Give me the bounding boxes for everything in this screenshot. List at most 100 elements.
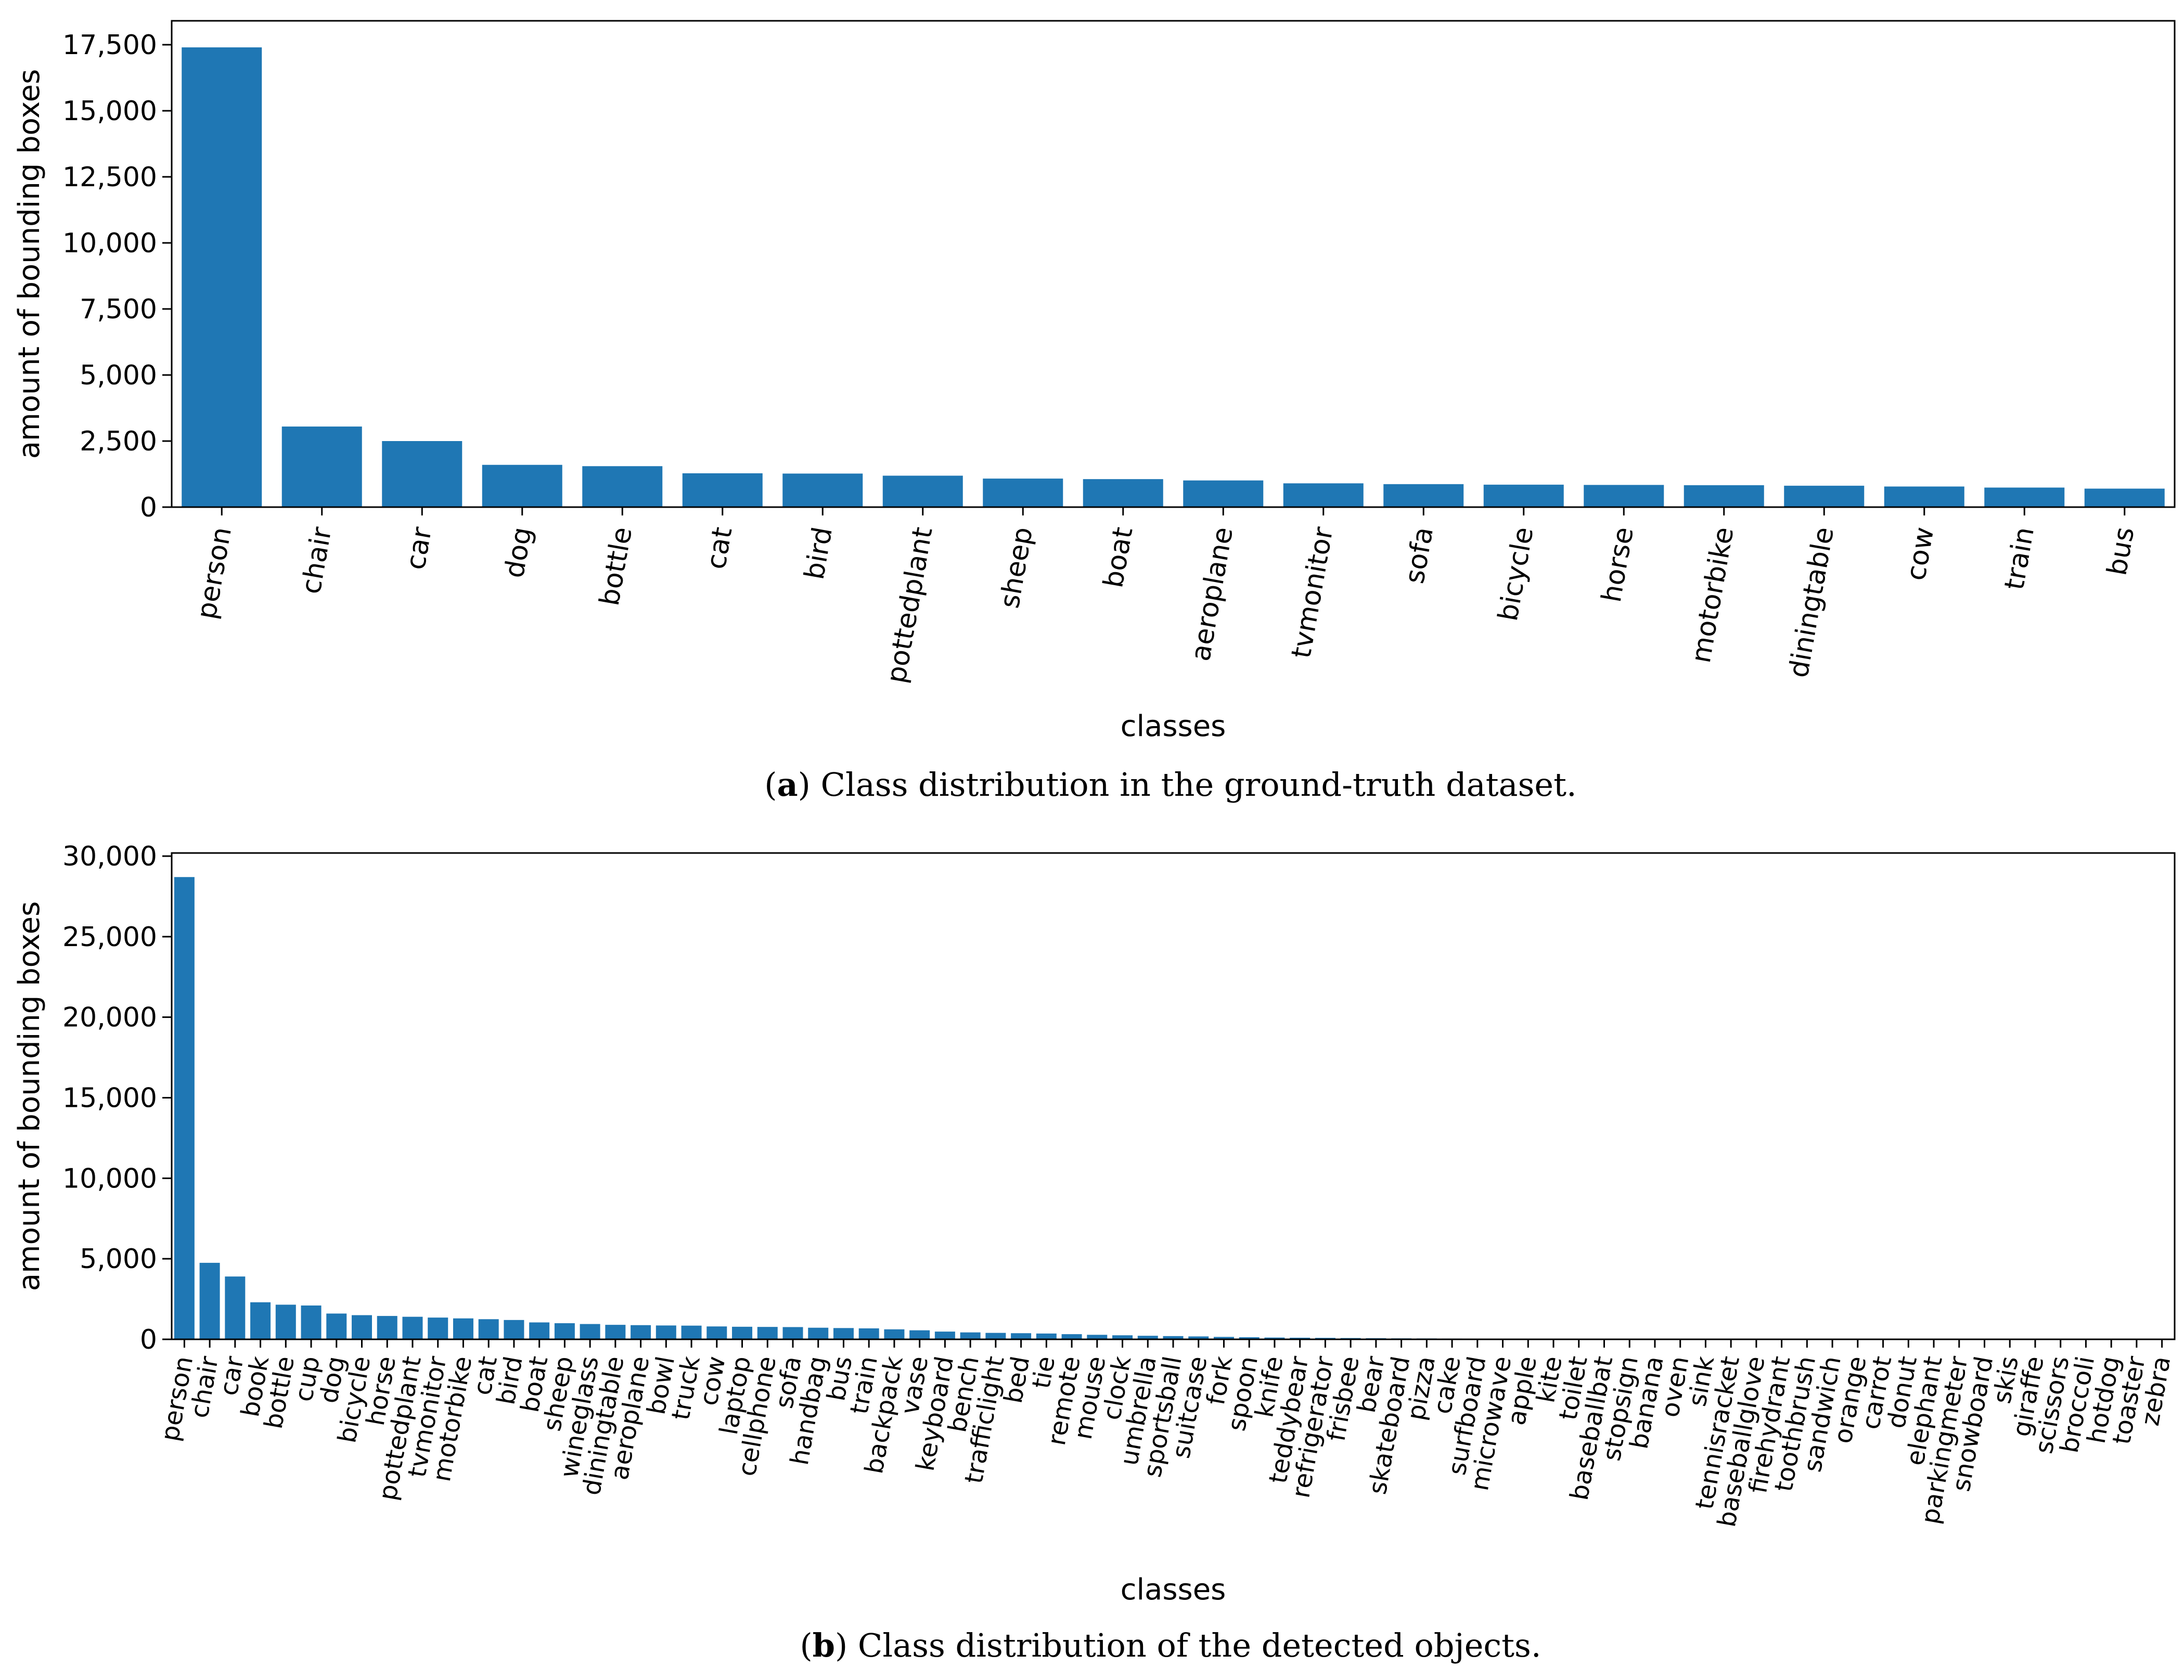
x-tick-label: bicycle: [1493, 525, 1540, 624]
x-tick-label: tvmonitor: [1286, 524, 1339, 661]
x-tick-label: car: [400, 524, 438, 572]
x-tick-label: cow: [1900, 525, 1941, 583]
x-tick-label: pottedplant: [881, 525, 939, 686]
y-axis-b: 0 5,000 10,000 15,000 20,000 25,000 30,000: [62, 841, 172, 1355]
x-tick-label: cat: [700, 525, 738, 572]
x-tick-label: sofa: [1399, 525, 1440, 586]
bar-motorbike: [453, 1318, 473, 1339]
caption-b: (b) Class distribution of the detected o…: [800, 1626, 1541, 1664]
bar-bicycle: [1483, 484, 1564, 507]
bar-bench: [960, 1332, 981, 1339]
bar-mouse: [1087, 1335, 1108, 1339]
bar-bed: [1011, 1333, 1032, 1339]
bar-bird: [782, 473, 863, 507]
bar-cat: [478, 1319, 499, 1339]
bar-person: [174, 877, 195, 1339]
x-tick-label: diningtable: [1783, 525, 1840, 680]
bar-bicycle: [352, 1315, 372, 1339]
bars-b: [174, 877, 2173, 1339]
plot-frame-a: [171, 20, 2176, 508]
bar-sportsball: [1163, 1336, 1184, 1339]
bar-tvmonitor: [1283, 483, 1364, 507]
bar-bottle: [275, 1304, 296, 1339]
bar-teddybear: [1290, 1337, 1311, 1339]
x-tick-label: bird: [799, 525, 839, 582]
bar-sofa: [782, 1327, 803, 1339]
y-tick-label: 10,000: [62, 1163, 157, 1194]
bar-sheep: [983, 479, 1063, 507]
bar-knife: [1264, 1337, 1285, 1339]
x-axis-a: person chair car dog bottle cat bird pottedplan…: [191, 507, 2141, 686]
bar-train: [858, 1328, 879, 1339]
bar-car: [382, 441, 463, 507]
x-tick-label: bottle: [594, 525, 638, 608]
bars-a: [182, 47, 2165, 507]
bar-cow: [1884, 486, 1964, 507]
y-axis-label-b: amount of bounding boxes: [12, 901, 46, 1291]
bar-umbrella: [1137, 1336, 1158, 1339]
y-tick-label: 0: [140, 492, 157, 523]
y-tick-label: 5,000: [80, 1244, 157, 1275]
bar-tie: [1036, 1333, 1057, 1339]
bar-horse: [377, 1316, 397, 1339]
y-axis-a: 0 2,500 5,000 7,500 10,000 12,500 15,000 17,500: [62, 30, 172, 523]
bar-sheep: [554, 1323, 575, 1339]
bar-bird: [504, 1320, 524, 1339]
x-tick-label: dog: [498, 525, 538, 580]
bar-handbag: [808, 1327, 829, 1339]
caption-b-text: Class distribution of the detected objec…: [858, 1626, 1541, 1664]
bar-wineglass: [580, 1324, 600, 1339]
bar-cellphone: [757, 1327, 778, 1339]
y-axis-label-a: amount of bounding boxes: [12, 69, 46, 459]
x-tick-label: motorbike: [1686, 525, 1740, 665]
caption-a-text: Class distribution in the ground-truth d…: [821, 766, 1577, 804]
bar-fork: [1213, 1337, 1234, 1339]
x-tick-label: car: [214, 1354, 249, 1398]
x-tick-label: tie: [1026, 1354, 1061, 1390]
bar-bus: [2084, 488, 2165, 507]
bar-bottle: [582, 466, 663, 507]
caption-b-label: b: [813, 1626, 835, 1664]
bar-horse: [1584, 485, 1664, 507]
bar-pottedplant: [402, 1316, 423, 1339]
bar-boat: [1083, 479, 1163, 507]
bar-train: [1984, 487, 2065, 507]
caption-a-label: a: [777, 766, 798, 804]
bar-clock: [1112, 1335, 1133, 1339]
y-tick-label: 10,000: [62, 228, 157, 259]
x-tick-label: cat: [468, 1354, 503, 1397]
chart-panel-a: 0 2,500 5,000 7,500 10,000 12,500 15,000 17,500…: [12, 20, 2176, 804]
bar-cup: [301, 1305, 322, 1339]
bar-chair: [281, 427, 362, 507]
bar-dog: [482, 464, 562, 507]
bar-aeroplane: [631, 1325, 651, 1339]
x-tick-label: person: [191, 525, 238, 622]
bar-trafficlight: [985, 1333, 1006, 1339]
bar-boat: [529, 1322, 550, 1339]
caption-a: (a) Class distribution in the ground-tru…: [764, 766, 1576, 804]
x-tick-label: bus: [2101, 525, 2140, 578]
bar-backpack: [884, 1329, 905, 1339]
bar-sofa: [1383, 484, 1464, 507]
y-tick-label: 15,000: [62, 96, 157, 127]
bar-vase: [909, 1330, 930, 1339]
bar-truck: [681, 1325, 702, 1339]
y-tick-label: 0: [140, 1324, 157, 1355]
bar-car: [225, 1276, 246, 1339]
bar-bus: [833, 1328, 854, 1339]
y-tick-label: 5,000: [80, 360, 157, 391]
bar-diningtable: [1784, 485, 1865, 507]
x-axis-label-b: classes: [1121, 1573, 1226, 1607]
x-axis-label-a: classes: [1121, 709, 1226, 743]
bar-suitcase: [1188, 1336, 1209, 1339]
bar-diningtable: [605, 1325, 626, 1339]
x-axis-b: personchaircarbookbottlecupdogbicyclehor…: [155, 1339, 2176, 1529]
bar-spoon: [1239, 1337, 1260, 1339]
bar-motorbike: [1684, 485, 1764, 507]
bar-pottedplant: [882, 475, 963, 507]
y-tick-label: 15,000: [62, 1083, 157, 1114]
bar-remote: [1061, 1334, 1082, 1339]
y-tick-label: 17,500: [62, 30, 157, 61]
x-tick-label: horse: [1596, 525, 1640, 604]
